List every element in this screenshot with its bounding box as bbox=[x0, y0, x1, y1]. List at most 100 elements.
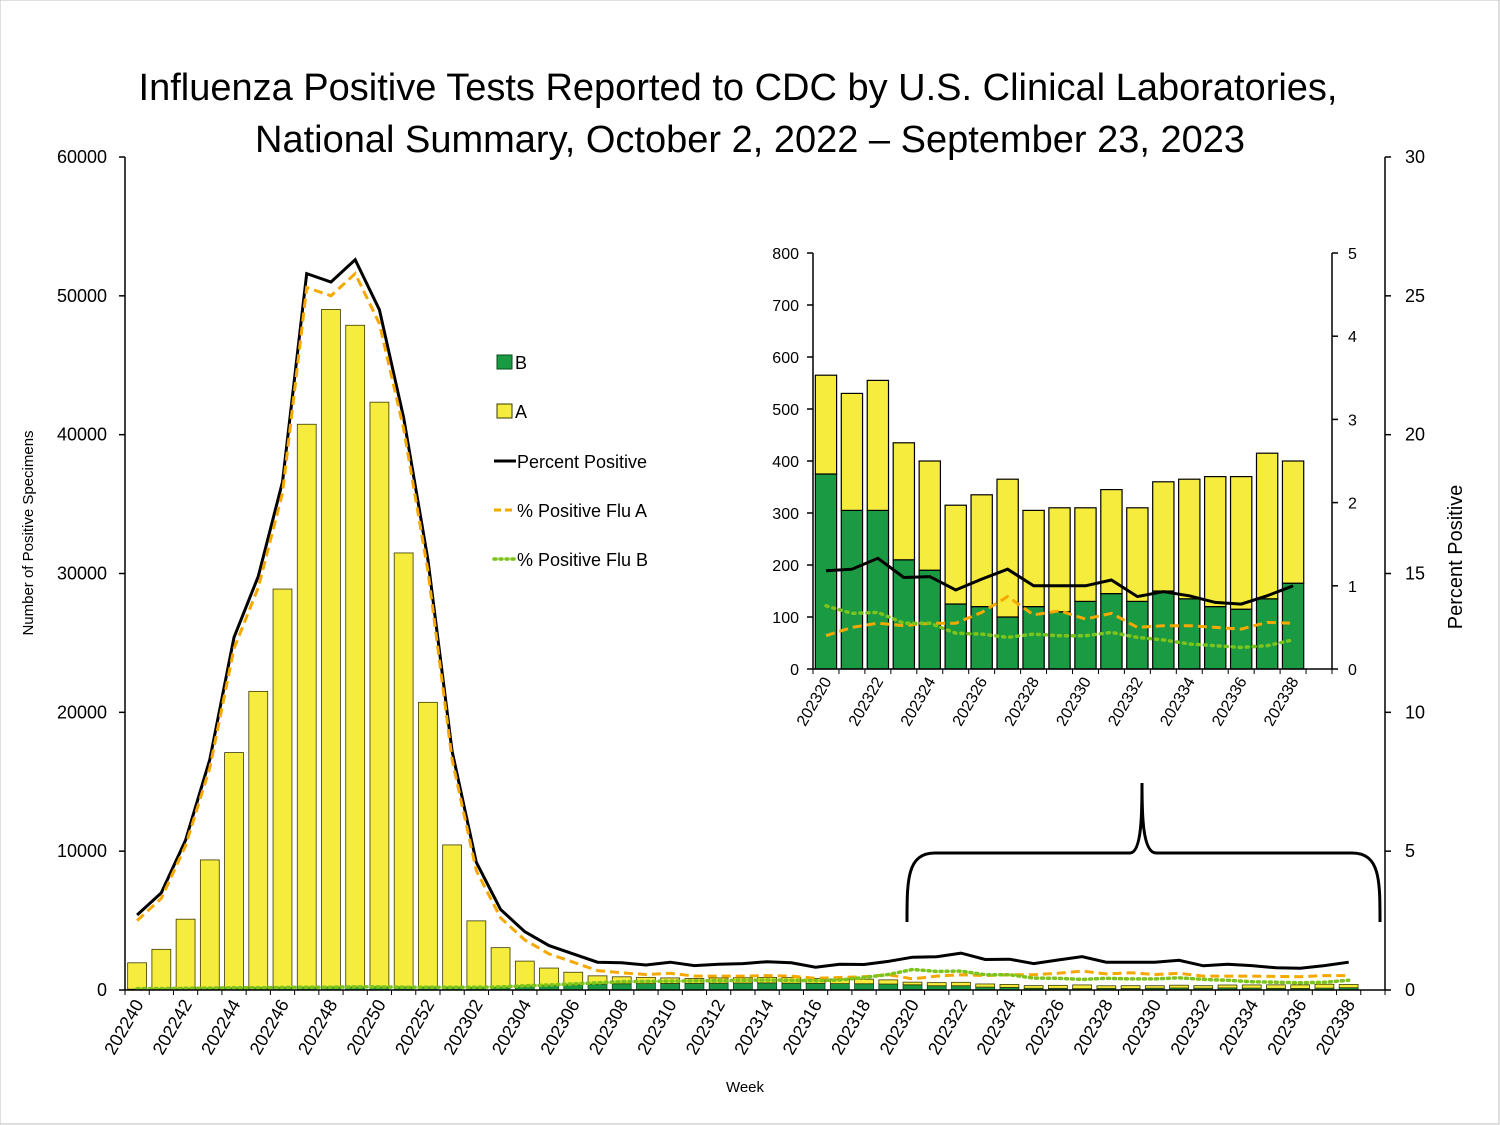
line-pct-flu-b bbox=[135, 967, 1351, 991]
inset-line-pct-flu-a bbox=[825, 594, 1294, 638]
bar-a-202249 bbox=[345, 324, 366, 988]
inset-bar-b-202334 bbox=[1178, 598, 1201, 670]
inset-bar-a-202328 bbox=[1022, 509, 1045, 608]
bar-b-202306 bbox=[563, 984, 584, 991]
y-left-tick-label: 0 bbox=[97, 980, 107, 1000]
bar-a-202327 bbox=[1072, 984, 1092, 990]
legend-label: % Positive Flu A bbox=[517, 501, 647, 521]
inset-bar-a-202332 bbox=[1126, 507, 1149, 602]
bar-a-202302 bbox=[466, 920, 487, 988]
inset-bar-b-202337 bbox=[1255, 598, 1279, 670]
bar-a-202306 bbox=[563, 971, 584, 986]
chart-title-line2: National Summary, October 2, 2022 – Sept… bbox=[255, 119, 1245, 161]
y-axis-right-label: Percent Positive bbox=[1445, 485, 1467, 630]
bar-a-202330 bbox=[1144, 985, 1165, 989]
bar-b-202314 bbox=[757, 982, 777, 991]
y-left-tick-label: 50000 bbox=[57, 286, 107, 306]
y-right-tick-label: 30 bbox=[1405, 147, 1425, 167]
inset-y-left-tick-label: 100 bbox=[772, 610, 799, 627]
inset-bar-b-202329 bbox=[1048, 611, 1071, 670]
bar-a-202303 bbox=[490, 947, 511, 988]
bar-a-202337 bbox=[1314, 983, 1335, 989]
bar-b-202317 bbox=[829, 983, 850, 991]
inset-bar-b-202325 bbox=[944, 603, 967, 670]
inset-bar-a-202320 bbox=[814, 374, 838, 475]
inset-bar-b-202336 bbox=[1229, 608, 1253, 670]
inset-line-pct-flu-b bbox=[824, 604, 1295, 650]
inset-bar-a-202331 bbox=[1100, 489, 1123, 595]
bar-b-202308 bbox=[611, 983, 632, 991]
inset-bar-b-202328 bbox=[1022, 605, 1045, 670]
inset-bar-a-202330 bbox=[1074, 507, 1097, 602]
bar-b-202312 bbox=[708, 982, 729, 991]
bar-b-202318 bbox=[854, 983, 874, 991]
y-left-tick-label: 20000 bbox=[57, 702, 107, 722]
bar-a-202326 bbox=[1048, 984, 1068, 989]
inset-y-right-tick-label: 1 bbox=[1348, 579, 1357, 596]
y-right-tick-label: 15 bbox=[1405, 564, 1425, 584]
inset-bar-a-202321 bbox=[840, 392, 864, 511]
bar-b-202309 bbox=[636, 983, 656, 991]
y-left-tick-label: 10000 bbox=[57, 841, 107, 861]
bar-a-202252 bbox=[418, 701, 438, 988]
inset-bar-a-202325 bbox=[944, 504, 967, 605]
y-left-tick-label: 40000 bbox=[57, 425, 107, 445]
bar-a-202241 bbox=[151, 948, 172, 990]
bar-a-202338 bbox=[1338, 984, 1359, 989]
bar-a-202332 bbox=[1193, 985, 1214, 989]
bar-a-202304 bbox=[514, 960, 535, 987]
inset-y-right-tick-label: 3 bbox=[1348, 412, 1357, 429]
inset-bar-a-202326 bbox=[970, 494, 993, 608]
legend-label: B bbox=[515, 353, 527, 373]
bar-b-202310 bbox=[660, 983, 681, 991]
x-axis-label: Week bbox=[726, 1079, 765, 1096]
inset-y-right-tick-label: 0 bbox=[1348, 662, 1357, 679]
bar-b-202315 bbox=[781, 982, 802, 991]
bar-a-202245 bbox=[248, 690, 269, 989]
bar-a-202305 bbox=[539, 967, 559, 986]
bar-a-202331 bbox=[1169, 984, 1189, 989]
inset-bar-b-202327 bbox=[996, 616, 1019, 670]
y-axis-left-label: Number of Positive Specimens bbox=[20, 430, 37, 635]
inset-bar-a-202324 bbox=[918, 460, 942, 571]
y-right-tick-label: 0 bbox=[1405, 980, 1415, 1000]
inset-bar-a-202336 bbox=[1229, 476, 1253, 610]
bar-b-202313 bbox=[733, 982, 753, 991]
y-left-tick-label: 60000 bbox=[57, 147, 107, 167]
bar-a-202301 bbox=[442, 844, 462, 988]
bar-a-202336 bbox=[1290, 984, 1311, 989]
bar-a-202321 bbox=[926, 982, 947, 987]
bar-a-202322 bbox=[951, 981, 971, 987]
inset-bar-a-202327 bbox=[996, 478, 1019, 618]
bar-a-202334 bbox=[1241, 984, 1262, 989]
bar-a-202307 bbox=[587, 975, 608, 985]
inset-bar-b-202321 bbox=[840, 509, 864, 670]
inset-bracket bbox=[905, 782, 1382, 923]
inset-bar-a-202335 bbox=[1203, 476, 1227, 608]
bar-a-202247 bbox=[296, 423, 317, 988]
y-left-tick-label: 30000 bbox=[57, 564, 107, 584]
inset-line-percent-positive bbox=[825, 556, 1294, 606]
bar-a-202323 bbox=[975, 983, 996, 988]
bar-b-202311 bbox=[684, 982, 705, 991]
inset-y-left-tick-label: 0 bbox=[790, 662, 799, 679]
bar-a-202251 bbox=[393, 552, 414, 988]
legend-label: Percent Positive bbox=[517, 452, 647, 472]
bar-a-202328 bbox=[1096, 985, 1117, 989]
bar-a-202320 bbox=[902, 981, 923, 986]
y-right-tick-label: 10 bbox=[1405, 702, 1425, 722]
bar-a-202319 bbox=[878, 979, 899, 985]
bar-a-202250 bbox=[369, 401, 390, 988]
inset-y-left-tick-label: 200 bbox=[772, 558, 799, 575]
y-right-tick-label: 20 bbox=[1405, 425, 1425, 445]
inset-y-left-tick-label: 800 bbox=[772, 246, 799, 263]
inset-bar-a-202337 bbox=[1255, 452, 1279, 600]
bar-a-202333 bbox=[1217, 984, 1238, 989]
inset-y-right-tick-label: 5 bbox=[1348, 246, 1357, 263]
inset-y-left-tick-label: 500 bbox=[772, 402, 799, 419]
legend-swatch-b bbox=[496, 354, 513, 370]
bar-a-202325 bbox=[1023, 985, 1044, 989]
bar-b-202316 bbox=[805, 982, 826, 991]
